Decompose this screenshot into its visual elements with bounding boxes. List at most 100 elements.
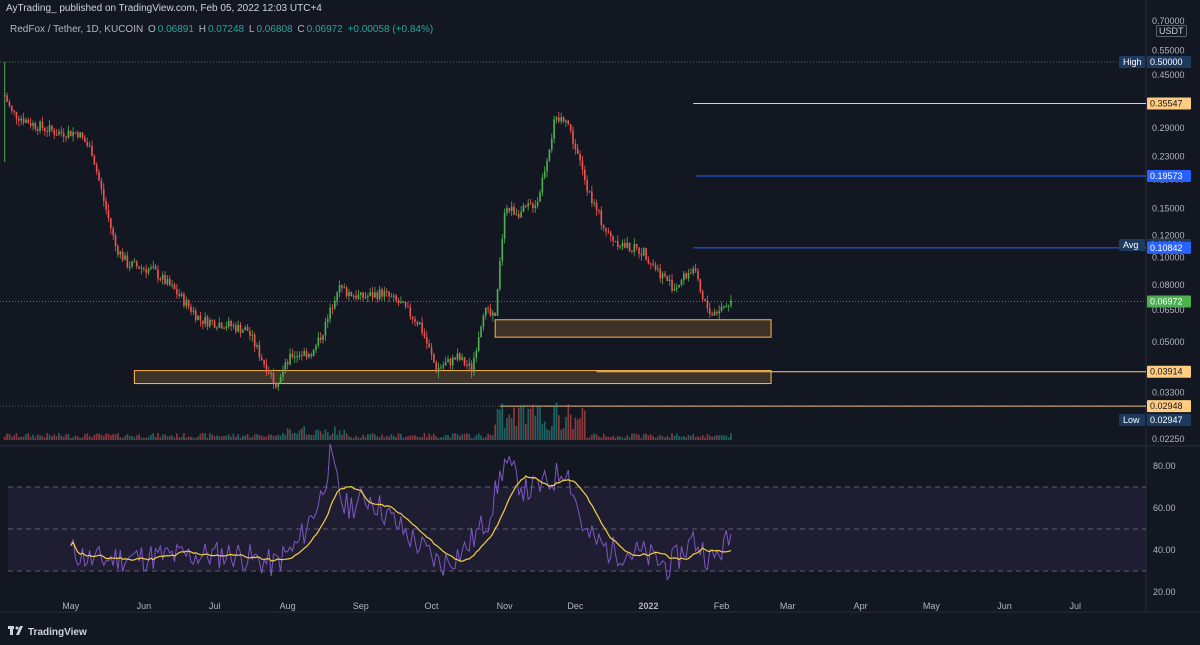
candle-body bbox=[81, 132, 84, 138]
price-tick-label: 0.55000 bbox=[1152, 45, 1185, 55]
volume-bar bbox=[713, 436, 716, 440]
volume-bar bbox=[341, 434, 343, 440]
volume-bar bbox=[595, 434, 598, 440]
candle-body bbox=[317, 337, 320, 346]
volume-bar bbox=[470, 437, 473, 440]
candle-body bbox=[279, 376, 282, 384]
volume-bar bbox=[586, 437, 588, 440]
close-value: 0.06972 bbox=[306, 24, 343, 35]
candle-body bbox=[567, 120, 570, 125]
candle-body bbox=[270, 372, 272, 374]
candle-body bbox=[548, 149, 551, 161]
volume-bar bbox=[256, 434, 258, 440]
candle-body bbox=[244, 327, 247, 331]
candle-body bbox=[36, 128, 39, 131]
volume-bar bbox=[616, 436, 619, 440]
candle-body bbox=[649, 263, 652, 265]
candle-body bbox=[614, 240, 617, 242]
candle-body bbox=[112, 228, 115, 236]
volume-bar bbox=[176, 433, 178, 440]
volume-bar bbox=[88, 436, 91, 440]
volume-bar bbox=[428, 433, 430, 440]
candle-body bbox=[289, 353, 291, 365]
volume-bar bbox=[143, 437, 145, 440]
candle-body bbox=[135, 261, 138, 267]
candle-body bbox=[117, 246, 119, 255]
volume-bar bbox=[515, 425, 518, 440]
time-tick-label: Oct bbox=[425, 601, 440, 611]
candle-body bbox=[716, 312, 718, 314]
volume-bar bbox=[565, 417, 567, 440]
price-tag-label: High bbox=[1123, 57, 1142, 67]
candle-body bbox=[197, 315, 199, 320]
volume-bar bbox=[506, 418, 508, 440]
volume-bar bbox=[546, 428, 548, 440]
low-label: L bbox=[248, 24, 255, 35]
rsi-line bbox=[70, 443, 732, 581]
candle-body bbox=[492, 312, 494, 316]
candle-body bbox=[102, 188, 105, 201]
volume-bar bbox=[487, 433, 489, 440]
volume-bar bbox=[128, 436, 131, 440]
candle-body bbox=[430, 347, 433, 355]
candle-body bbox=[704, 299, 706, 301]
publish-info: AyTrading_ published on TradingView.com,… bbox=[6, 3, 322, 14]
candle-body bbox=[171, 284, 173, 286]
candle-body bbox=[678, 284, 680, 288]
candle-body bbox=[67, 130, 70, 138]
currency-unit-button[interactable]: USDT bbox=[1156, 25, 1187, 37]
candle-body bbox=[79, 132, 81, 138]
volume-bar bbox=[477, 433, 480, 440]
candle-body bbox=[463, 357, 466, 365]
candle-body bbox=[425, 337, 428, 344]
footer-brand: TradingView bbox=[8, 626, 87, 638]
candle-body bbox=[251, 334, 254, 336]
volume-bar bbox=[664, 437, 666, 440]
candle-body bbox=[364, 297, 367, 299]
candle-body bbox=[529, 203, 532, 205]
time-tick-label: Jun bbox=[997, 601, 1012, 611]
candle-body bbox=[218, 322, 221, 328]
candle-body bbox=[95, 164, 98, 172]
symbol-label[interactable]: RedFox / Tether, 1D, KUCOIN bbox=[10, 24, 144, 35]
volume-bar bbox=[190, 436, 192, 440]
volume-bar bbox=[609, 437, 612, 440]
candle-body bbox=[343, 287, 346, 289]
candle-body bbox=[506, 208, 508, 213]
rsi-tick-label: 80.00 bbox=[1153, 461, 1176, 471]
volume-bar bbox=[348, 436, 350, 440]
candle-body bbox=[98, 171, 100, 181]
volume-bar bbox=[652, 436, 654, 440]
candle-body bbox=[730, 300, 732, 306]
support-zone-0 bbox=[494, 319, 772, 338]
candle-body bbox=[225, 326, 228, 329]
volume-bar bbox=[310, 434, 313, 440]
candle-body bbox=[588, 191, 591, 193]
price-tick-label: 0.29000 bbox=[1152, 123, 1185, 133]
volume-bar bbox=[407, 436, 409, 440]
candle-body bbox=[713, 312, 716, 316]
volume-bar bbox=[657, 436, 659, 440]
price-tag-box-0 bbox=[1119, 56, 1145, 68]
candle-body bbox=[392, 295, 395, 297]
price-label-box-6 bbox=[1147, 365, 1191, 378]
price-label-box-4 bbox=[1147, 241, 1191, 254]
candle-body bbox=[110, 218, 112, 229]
candle-body bbox=[687, 272, 690, 279]
time-tick-label: Apr bbox=[854, 601, 868, 611]
time-tick-label: Feb bbox=[714, 601, 730, 611]
volume-bar bbox=[640, 437, 643, 440]
price-tag-label: Low bbox=[1123, 415, 1140, 425]
candle-body bbox=[565, 120, 567, 123]
candle-body bbox=[239, 324, 242, 333]
volume-bar bbox=[378, 437, 381, 440]
volume-bar bbox=[642, 434, 645, 440]
volume-bar bbox=[359, 437, 362, 440]
volume-bar bbox=[716, 435, 718, 440]
candle-body bbox=[444, 362, 447, 366]
volume-bar bbox=[209, 433, 211, 440]
candle-body bbox=[442, 365, 445, 368]
candle-body bbox=[612, 236, 614, 241]
price-tick-label: 0.12000 bbox=[1152, 230, 1185, 240]
